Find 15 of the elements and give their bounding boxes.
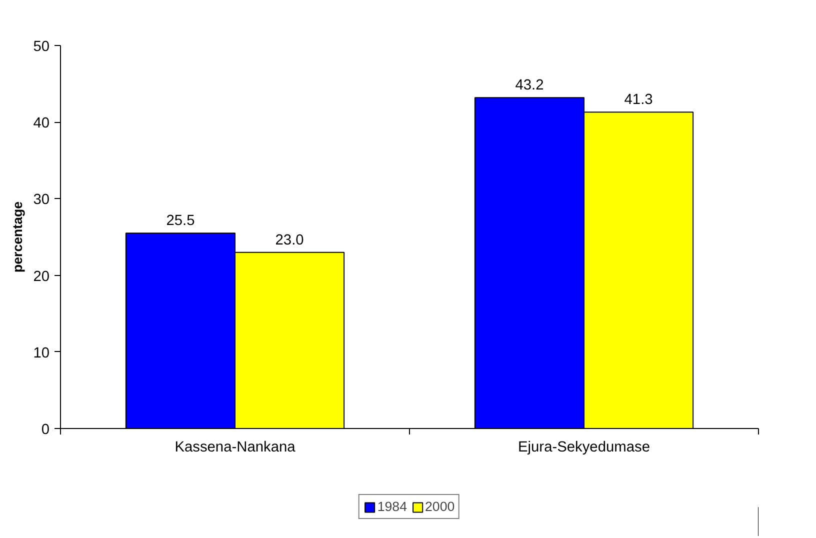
y-axis-title: percentage [10, 201, 26, 273]
data-label: 23.0 [275, 232, 304, 248]
data-label: 43.2 [515, 78, 544, 94]
x-tick-label: Kassena-Nankana [174, 440, 296, 456]
y-tick-label: 10 [33, 345, 50, 362]
y-tick-label: 20 [33, 268, 50, 285]
y-tick-label: 30 [33, 192, 50, 208]
legend-label: 2000 [425, 499, 455, 514]
legend-label: 1984 [377, 499, 407, 514]
y-tick-label: 50 [33, 39, 50, 55]
y-tick-label: 40 [33, 116, 50, 132]
y-tick-label: 0 [41, 422, 50, 438]
data-label: 41.3 [624, 92, 653, 108]
x-tick-label: Ejura-Sekyedumase [518, 440, 650, 456]
data-label: 25.5 [166, 213, 195, 230]
